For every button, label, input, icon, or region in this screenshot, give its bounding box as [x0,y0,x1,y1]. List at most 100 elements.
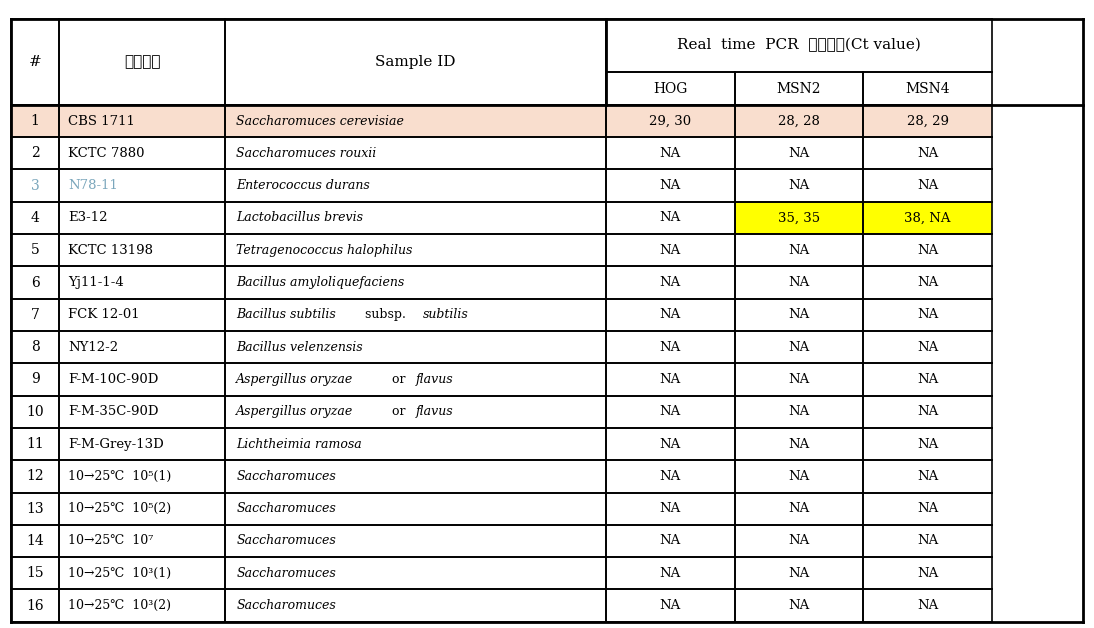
Text: NA: NA [660,276,680,289]
Text: NA: NA [789,438,810,450]
Bar [735,492,863,525]
Text: 10→25℃  10³(1): 10→25℃ 10³(1) [68,566,171,580]
Text: NA: NA [789,534,810,548]
Text: or: or [387,373,409,386]
Text: 16: 16 [26,598,44,612]
Text: 4: 4 [31,211,39,225]
Bar [225,396,606,428]
Bar [735,170,863,202]
Text: 10→25℃  10⁵(1): 10→25℃ 10⁵(1) [68,470,171,483]
Text: NA: NA [789,470,810,483]
Text: 35, 35: 35, 35 [778,212,820,224]
Bar [735,396,863,428]
Bar [863,396,992,428]
Text: NA: NA [660,340,680,354]
Bar [606,525,735,557]
Bar [59,137,225,170]
Bar [225,428,606,460]
Bar [59,331,225,363]
Bar [735,557,863,590]
Text: #: # [28,55,42,69]
Text: NA: NA [789,244,810,257]
Bar [11,266,59,299]
Bar [735,299,863,331]
Bar [863,202,992,234]
Text: 28, 28: 28, 28 [778,114,819,127]
Text: 10: 10 [26,405,44,419]
Text: NA: NA [660,373,680,386]
Text: 12: 12 [26,469,44,484]
Text: Aspergillus oryzae: Aspergillus oryzae [236,373,353,386]
Text: NA: NA [660,179,680,192]
Text: flavus: flavus [416,405,453,418]
Text: NA: NA [917,566,939,580]
Bar [225,105,606,137]
Text: Lactobacillus brevis: Lactobacillus brevis [236,212,363,224]
Bar [225,266,606,299]
Text: NA: NA [917,599,939,612]
Bar [863,137,992,170]
Bar [225,331,606,363]
Text: NA: NA [789,147,810,160]
Bar [606,331,735,363]
Text: MSN4: MSN4 [906,82,950,95]
Text: NA: NA [917,534,939,548]
Text: 28, 29: 28, 29 [907,114,948,127]
Text: NA: NA [660,244,680,257]
Bar [59,202,225,234]
Text: Bacillus subtilis: Bacillus subtilis [236,308,336,322]
Bar [606,590,735,622]
Text: Lichtheimia ramosa: Lichtheimia ramosa [236,438,362,450]
Text: Tetragenococcus halophilus: Tetragenococcus halophilus [236,244,412,257]
Text: NA: NA [789,179,810,192]
Text: NA: NA [789,502,810,515]
Bar [735,460,863,492]
Bar [11,492,59,525]
Text: HOG: HOG [653,82,687,95]
Bar [735,72,863,105]
Bar [59,428,225,460]
Bar [863,72,992,105]
Bar [225,137,606,170]
Text: NA: NA [917,147,939,160]
Bar [606,299,735,331]
Text: NA: NA [917,244,939,257]
Bar [735,428,863,460]
Text: NA: NA [917,438,939,450]
Text: Enterococcus durans: Enterococcus durans [236,179,370,192]
Bar [606,105,735,137]
Bar [11,105,59,137]
Text: 9: 9 [31,372,39,386]
Bar [11,137,59,170]
Bar [863,557,992,590]
Bar [606,492,735,525]
Text: 2: 2 [31,146,39,160]
Bar [225,525,606,557]
Text: Bacillus velenzensis: Bacillus velenzensis [236,340,363,354]
Bar [863,331,992,363]
Bar [863,234,992,266]
Bar [735,266,863,299]
Bar [59,170,225,202]
Text: NA: NA [917,470,939,483]
Bar [11,299,59,331]
Bar [59,460,225,492]
Bar [863,492,992,525]
Text: NA: NA [917,405,939,418]
Bar [59,525,225,557]
Text: 5: 5 [31,243,39,257]
Text: subtilis: subtilis [423,308,468,322]
Bar [225,363,606,396]
Text: 1: 1 [31,114,39,128]
Text: flavus: flavus [416,373,453,386]
Text: 8: 8 [31,340,39,354]
Text: KCTC 7880: KCTC 7880 [68,147,144,160]
Text: subsp.: subsp. [365,308,410,322]
Bar [11,525,59,557]
Bar [606,363,735,396]
Text: Aspergillus oryzae: Aspergillus oryzae [236,405,353,418]
Bar [59,234,225,266]
Text: Sample ID: Sample ID [375,55,456,69]
Bar [225,460,606,492]
Text: NA: NA [789,599,810,612]
